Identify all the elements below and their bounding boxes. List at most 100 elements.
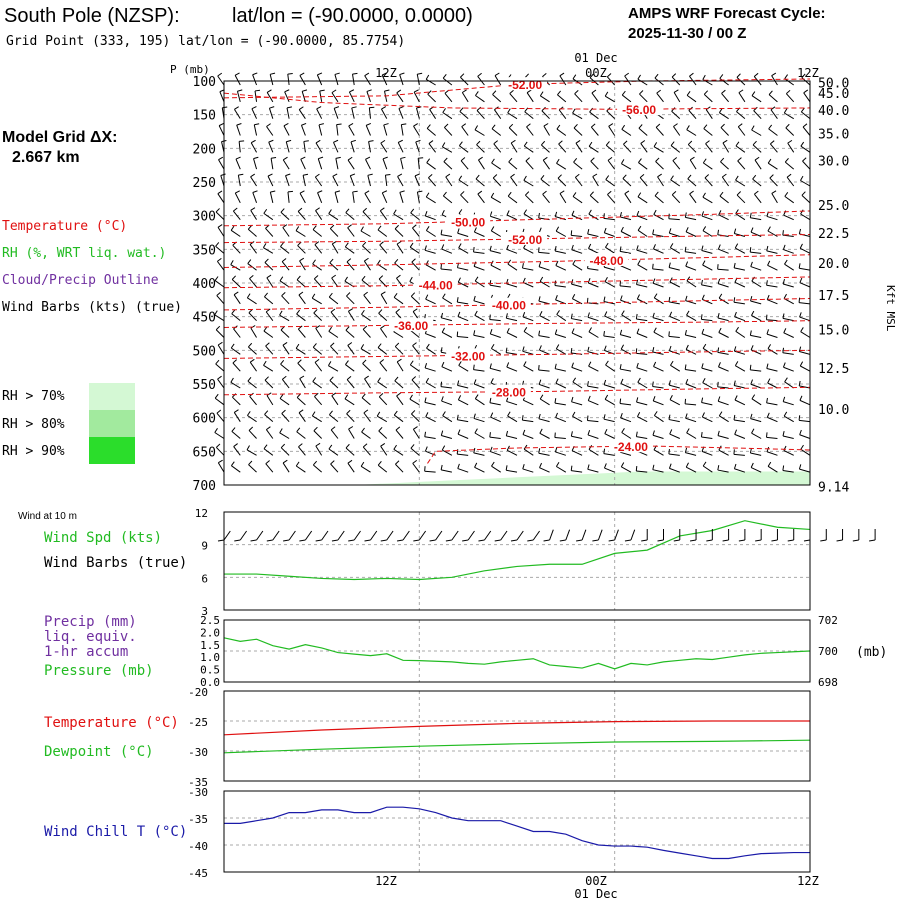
surface-wind-barb-flag [445, 539, 452, 542]
wind-barb-flag [734, 311, 737, 317]
wind-barb-flag [685, 295, 688, 301]
wind-barb [571, 366, 583, 372]
wind-barb [702, 382, 713, 389]
wind-barb [441, 469, 452, 473]
wind-barb [603, 453, 615, 456]
wind-barb [345, 246, 355, 254]
pressure-line [223, 637, 811, 670]
wind-barb [735, 145, 746, 153]
wind-barb-flag [399, 72, 405, 76]
wind-barb-flag [782, 313, 785, 319]
wind-barb-flag [588, 209, 592, 215]
wind-barb [508, 127, 518, 136]
wind-barb [457, 419, 469, 423]
wind-barb [620, 417, 632, 423]
wind-barb [492, 94, 502, 103]
wind-barb [216, 412, 225, 422]
wind-barb [331, 243, 339, 254]
wind-barb [233, 294, 241, 305]
wind-barb-flag [767, 260, 771, 266]
wind-barb [653, 366, 664, 372]
wind-barb-flag [286, 139, 292, 143]
wind-barb-flag [234, 409, 239, 413]
wind-barb [425, 333, 436, 338]
wind-barb [363, 294, 371, 305]
wind-barb-flag [799, 243, 803, 249]
wind-barb-flag [718, 362, 721, 368]
wind-speed-label: Wind Spd (kts) [44, 530, 162, 546]
wind-barb-flag [314, 358, 320, 363]
wind-barb-flag [782, 396, 786, 402]
wind-barb [636, 215, 648, 221]
wind-barb [214, 280, 225, 288]
wind-barb [784, 263, 794, 271]
wind-barb [380, 445, 388, 456]
wind-barb-flag [733, 346, 737, 352]
wind-barb [298, 412, 306, 422]
wind-barb [668, 267, 680, 271]
wind-barb [491, 128, 502, 136]
wind-barb [637, 264, 648, 271]
wind-barb [571, 234, 583, 237]
wind-barb [346, 379, 355, 389]
wind-barb [526, 126, 534, 136]
wind-barb-flag [477, 72, 482, 77]
wind-barb [750, 418, 762, 423]
wind-barb-flag [555, 344, 560, 350]
cycle-title: AMPS WRF Forecast Cycle: [628, 5, 826, 22]
wind-barb [572, 415, 583, 423]
pressure-tick-label: 100 [193, 75, 216, 90]
wind-barb-flag [737, 123, 743, 128]
wind-chill-tick-label: -30 [188, 786, 208, 799]
wind-barb-flag [247, 225, 252, 230]
wind-barb [770, 109, 778, 119]
surface-wind-barb-flag [559, 539, 566, 542]
wind-barb-flag [279, 276, 284, 282]
temperature-tick-label: -35 [188, 776, 208, 789]
wind-barb-flag [361, 275, 366, 281]
wind-barb [442, 297, 453, 305]
wind-barb-flag [425, 192, 430, 198]
wind-barb-flag [217, 224, 223, 228]
wind-barb-flag [345, 443, 350, 449]
wind-barb-flag [425, 74, 430, 80]
wind-barb [348, 428, 355, 439]
temperature-contour [223, 92, 811, 110]
wind-barb [361, 397, 371, 406]
wind-barb-flag [367, 173, 373, 176]
wind-barb-flag [541, 140, 546, 146]
wind-barb [525, 160, 534, 170]
legend-cloud: Cloud/Precip Outline [2, 273, 159, 288]
wind-barb [654, 415, 664, 423]
wind-barb [458, 179, 469, 187]
wind-barb [783, 214, 794, 221]
precip-tick-label: 1.5 [200, 639, 220, 652]
wind-barb [766, 436, 778, 439]
wind-barb-flag [771, 72, 777, 77]
wind-barb-flag [297, 359, 302, 364]
wind-barb-flag [538, 261, 542, 267]
wind-barb-flag [315, 173, 320, 178]
wind-barb [782, 317, 794, 322]
wind-barb-flag [282, 342, 288, 346]
wind-barb [689, 193, 697, 204]
wind-barb-flag [264, 376, 269, 381]
wind-barb [604, 281, 615, 288]
wind-barb-flag [653, 142, 658, 147]
wind-barb-flag [458, 141, 463, 147]
wind-barb-flag [700, 314, 703, 320]
wind-barb [652, 351, 664, 355]
wind-barb-flag [336, 123, 342, 126]
wind-barb [572, 196, 583, 204]
wind-barb-flag [218, 459, 223, 464]
wind-barb-flag [330, 460, 335, 465]
wind-barb-flag [652, 381, 654, 387]
wind-barb [312, 415, 322, 423]
wind-barb [414, 175, 420, 187]
height-tick-label: 12.5 [818, 362, 849, 377]
wind-barb [507, 195, 518, 204]
wind-barb [234, 192, 241, 204]
wind-barb [397, 176, 404, 187]
wind-barb-flag [362, 207, 367, 212]
wind-barb-flag [652, 396, 656, 402]
